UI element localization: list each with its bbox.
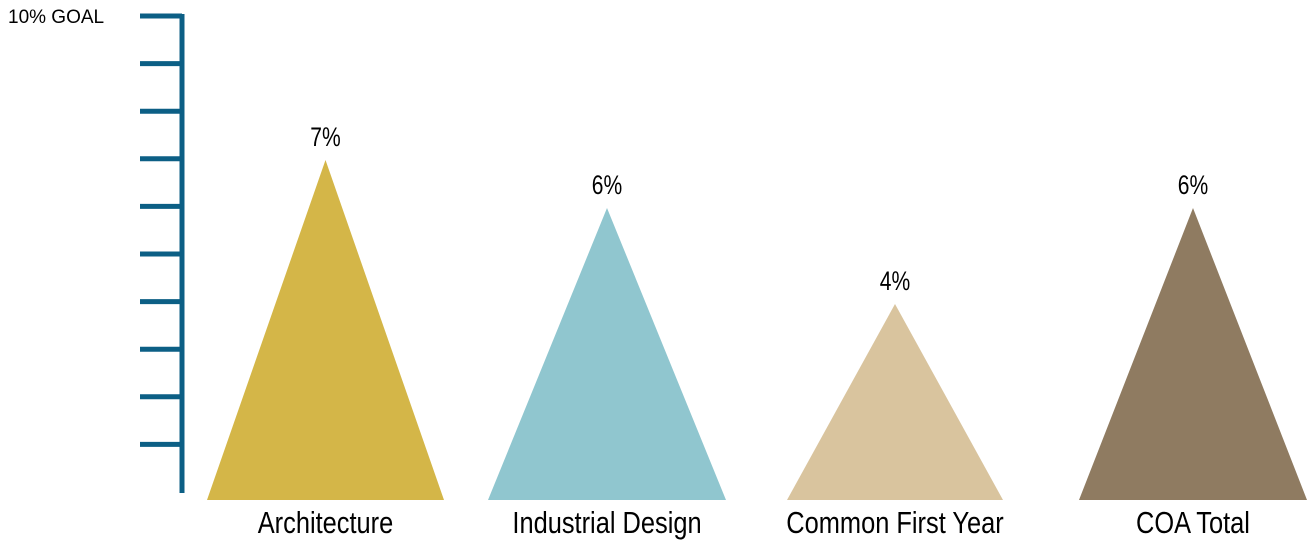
triangle-bar	[207, 160, 444, 500]
value-labels: 7% 6% 4% 6%	[310, 123, 1208, 297]
value-label: 7%	[310, 123, 340, 153]
triangle-bar	[488, 208, 726, 500]
triangle-bar	[787, 304, 1003, 500]
category-labels: Architecture Industrial Design Common Firs…	[258, 506, 1250, 541]
goal-label: 10% GOAL	[8, 7, 104, 28]
value-label: 4%	[880, 267, 910, 297]
category-label: COA Total	[1136, 506, 1250, 541]
value-label: 6%	[1178, 171, 1208, 201]
y-axis	[140, 13, 185, 493]
bars	[207, 160, 1307, 500]
category-label: Common First Year	[786, 506, 1003, 541]
category-label: Architecture	[258, 506, 394, 541]
triangle-bar	[1079, 208, 1307, 500]
value-label: 6%	[592, 171, 622, 201]
category-label: Industrial Design	[512, 506, 701, 541]
